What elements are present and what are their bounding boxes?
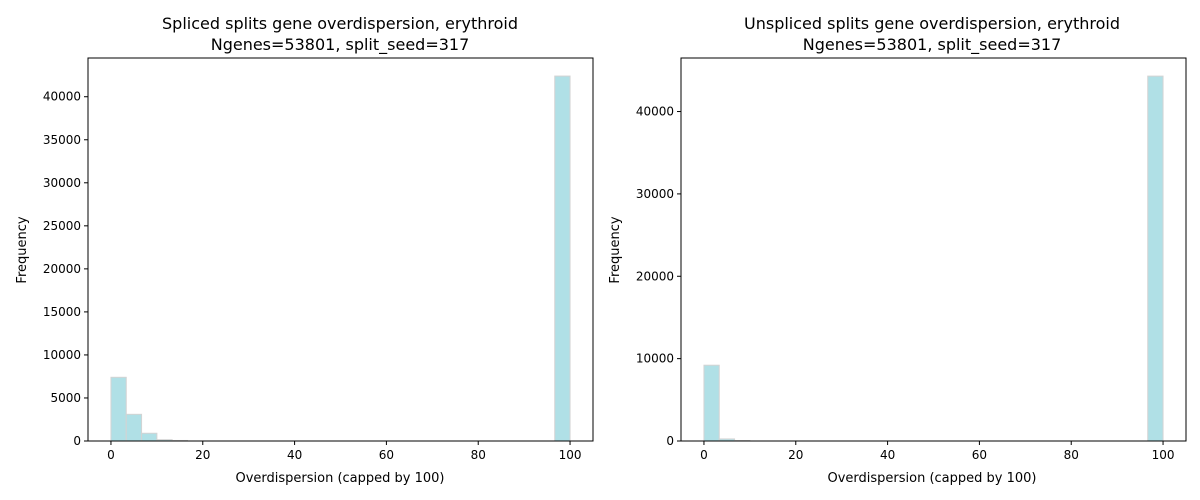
right-y-tick-label-2: 20000 (636, 269, 674, 283)
left-chart-subtitle: Ngenes=53801, split_seed=317 (211, 35, 470, 55)
right-y-tick-label-1: 10000 (636, 352, 674, 366)
right-histogram-bar-0 (703, 364, 720, 442)
right-x-tick-label-5: 100 (1152, 448, 1175, 462)
right-y-tick-label-3: 30000 (636, 187, 674, 201)
right-bars (703, 75, 1164, 442)
left-x-axis-label: Overdispersion (capped by 100) (235, 471, 444, 486)
left-histogram-bar-0 (110, 376, 127, 442)
left-y-tick-label-2: 10000 (43, 348, 81, 362)
left-histogram-bar-5 (554, 75, 571, 442)
left-x-tick-label-2: 40 (287, 448, 302, 462)
left-histogram-bar-1 (125, 413, 143, 442)
right-x-axis-label: Overdispersion (capped by 100) (827, 471, 1036, 486)
right-x-ticks: 0 20 40 60 80 100 (700, 441, 1174, 462)
left-histogram-panel: Spliced splits gene overdispersion, eryt… (15, 14, 594, 486)
right-x-tick-label-2: 40 (880, 448, 895, 462)
left-x-tick-label-3: 60 (379, 448, 394, 462)
right-x-tick-label-3: 60 (972, 448, 987, 462)
left-y-tick-label-4: 20000 (43, 262, 81, 276)
left-y-tick-label-8: 40000 (43, 90, 81, 104)
right-plot-frame (680, 57, 1187, 442)
right-chart-subtitle: Ngenes=53801, split_seed=317 (803, 35, 1062, 55)
right-x-tick-label-4: 80 (1064, 448, 1079, 462)
left-x-ticks: 0 20 40 60 80 100 (107, 441, 581, 462)
left-y-ticks: 0 5000 10000 15000 20000 25000 30000 35000 40000 (43, 90, 88, 448)
right-histogram-panel: Unspliced splits gene overdispersion, er… (608, 14, 1187, 486)
left-x-tick-label-4: 80 (471, 448, 486, 462)
right-histogram-bar-3 (1147, 75, 1164, 442)
left-x-tick-label-1: 20 (195, 448, 210, 462)
left-bars (110, 75, 571, 442)
left-y-tick-label-1: 5000 (50, 391, 81, 405)
right-x-tick-label-0: 0 (700, 448, 708, 462)
left-y-tick-label-0: 0 (73, 434, 81, 448)
left-plot-frame (87, 57, 594, 442)
right-y-ticks: 0 10000 20000 30000 40000 (636, 105, 681, 448)
left-y-tick-label-3: 15000 (43, 305, 81, 319)
right-chart-title: Unspliced splits gene overdispersion, er… (744, 14, 1120, 33)
left-chart-title: Spliced splits gene overdispersion, eryt… (162, 14, 518, 33)
left-histogram-bar-2 (141, 432, 158, 442)
left-y-axis-label: Frequency (15, 216, 30, 283)
left-x-tick-label-5: 100 (559, 448, 582, 462)
right-y-tick-label-4: 40000 (636, 105, 674, 119)
left-x-tick-label-0: 0 (107, 448, 115, 462)
right-x-tick-label-1: 20 (788, 448, 803, 462)
right-y-tick-label-0: 0 (666, 434, 674, 448)
left-y-tick-label-5: 25000 (43, 219, 81, 233)
right-y-axis-label: Frequency (608, 216, 623, 283)
left-y-tick-label-7: 35000 (43, 133, 81, 147)
left-y-tick-label-6: 30000 (43, 176, 81, 190)
